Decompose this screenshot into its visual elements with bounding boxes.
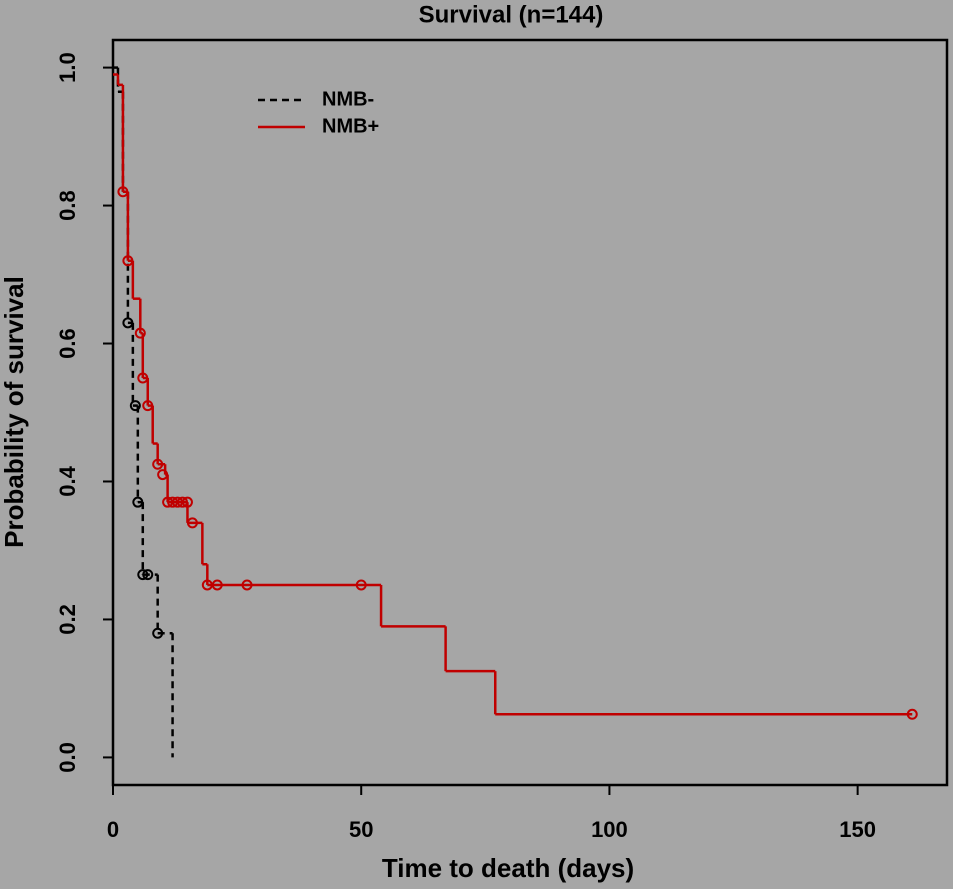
censor-mark <box>355 579 367 591</box>
censor-mark <box>117 186 129 198</box>
y-axis-label: Probability of survival <box>0 276 29 548</box>
censor-mark <box>129 400 141 412</box>
censor-mark <box>152 627 164 639</box>
censor-mark <box>241 579 253 591</box>
chart-title: Survival (n=144) <box>419 1 604 28</box>
censor-mark <box>181 496 193 508</box>
censor-mark <box>152 458 164 470</box>
y-tick-label: 0.4 <box>55 465 80 496</box>
censor-mark <box>137 372 149 384</box>
y-tick-label: 0.0 <box>55 742 80 773</box>
censor-mark <box>142 569 154 581</box>
x-tick-label: 0 <box>107 817 119 842</box>
censor-mark <box>906 708 918 720</box>
x-tick-label: 100 <box>591 817 628 842</box>
censor-mark <box>122 317 134 329</box>
y-tick-label: 1.0 <box>55 52 80 83</box>
censor-mark <box>134 327 146 339</box>
censor-mark <box>177 496 188 508</box>
censor-mark <box>132 496 144 508</box>
censor-mark <box>186 517 198 529</box>
censor-mark <box>142 400 154 412</box>
y-tick-label: 0.6 <box>55 328 80 359</box>
x-axis-label: Time to death (days) <box>382 853 634 883</box>
censor-mark <box>122 255 134 267</box>
x-tick-label: 50 <box>349 817 373 842</box>
censor-mark <box>137 569 149 581</box>
y-tick-label: 0.8 <box>55 190 80 221</box>
y-tick-label: 0.2 <box>55 604 80 635</box>
legend-label: NMB+ <box>322 115 379 137</box>
censor-mark <box>211 579 223 591</box>
x-tick-label: 150 <box>839 817 876 842</box>
legend-label: NMB- <box>322 88 374 110</box>
censor-mark <box>157 469 169 481</box>
